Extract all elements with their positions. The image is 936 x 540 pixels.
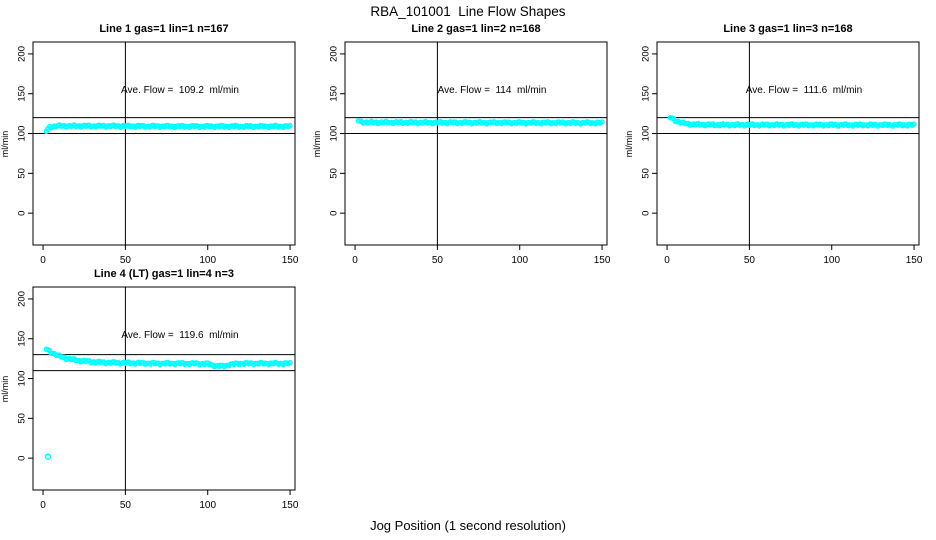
data-points — [355, 118, 605, 127]
x-axis-title: Jog Position (1 second resolution) — [370, 518, 566, 533]
avg-flow-annotation: Ave. Flow = 111.6 ml/min — [745, 85, 863, 96]
limit-lines — [345, 117, 607, 135]
x-axis-ticks: 0 50 100 150 — [40, 490, 299, 511]
y-axis-ticks: 0 50 100 150 200 — [17, 46, 33, 216]
subplot-title: Line 1 gas=1 lin=1 n=167 — [99, 23, 229, 35]
subplot-line-2: Line 2 gas=1 lin=2 n=168 ml/min Ave. Flo… — [312, 20, 624, 266]
x-tick-label: 150 — [282, 500, 299, 511]
y-tick-label: 200 — [17, 291, 28, 307]
plot-area: 0 50 100 150 200 0 50 100 150 — [17, 41, 299, 266]
y-tick-label: 150 — [641, 86, 652, 102]
x-tick-label: 50 — [120, 255, 132, 266]
x-tick-label: 50 — [744, 255, 756, 266]
y-tick-label: 0 — [17, 456, 28, 461]
avg-flow-annotation: Ave. Flow = 114 ml/min — [437, 85, 547, 96]
plot-frame — [32, 286, 296, 491]
y-tick-label: 100 — [641, 126, 652, 142]
data-points — [43, 122, 293, 135]
y-axis-ticks: 0 50 100 150 200 — [17, 291, 33, 461]
x-tick-label: 100 — [823, 255, 840, 266]
x-tick-label: 50 — [120, 500, 132, 511]
x-axis-ticks: 0 50 100 150 — [664, 245, 923, 266]
y-tick-label: 100 — [17, 371, 28, 387]
plot-area: 0 50 100 150 200 0 50 100 150 — [17, 286, 299, 511]
x-tick-label: 150 — [906, 255, 923, 266]
y-tick-label: 50 — [641, 168, 652, 179]
avg-flow-annotation: Ave. Flow = 109.2 ml/min — [121, 85, 239, 96]
plot-area: 0 50 100 150 200 0 50 100 150 — [641, 41, 923, 266]
limit-lines — [657, 117, 919, 135]
plot-area: 0 50 100 150 200 0 50 100 150 — [329, 41, 611, 266]
x-axis-ticks: 0 50 100 150 — [40, 245, 299, 266]
x-tick-label: 50 — [432, 255, 444, 266]
x-tick-label: 100 — [199, 255, 216, 266]
y-axis-ticks: 0 50 100 150 200 — [641, 46, 657, 216]
plot-frame — [32, 41, 296, 246]
outlier-point — [44, 453, 52, 460]
subplot-line-4: Line 4 (LT) gas=1 lin=4 n=3 ml/min Ave. … — [0, 265, 312, 511]
avg-flow-annotation: Ave. Flow = 119.6 ml/min — [121, 330, 239, 341]
y-tick-label: 50 — [17, 168, 28, 179]
x-tick-label: 150 — [594, 255, 611, 266]
subplot-title: Line 2 gas=1 lin=2 n=168 — [411, 23, 541, 35]
subplot-line-1: Line 1 gas=1 lin=1 n=167 ml/min Ave. Flo… — [0, 20, 312, 266]
y-axis-ticks: 0 50 100 150 200 — [329, 46, 345, 216]
data-points — [43, 346, 293, 460]
y-tick-label: 150 — [17, 86, 28, 102]
y-tick-label: 150 — [329, 86, 340, 102]
subplot-title: Line 3 gas=1 lin=3 n=168 — [723, 23, 853, 35]
plot-frame — [344, 41, 608, 246]
page-title: RBA_101001 Line Flow Shapes — [370, 4, 566, 19]
y-tick-label: 150 — [17, 331, 28, 347]
y-tick-label: 50 — [17, 413, 28, 424]
x-tick-label: 0 — [664, 255, 670, 266]
x-tick-label: 0 — [40, 500, 46, 511]
x-axis-ticks: 0 50 100 150 — [352, 245, 611, 266]
x-tick-label: 150 — [282, 255, 299, 266]
data-points — [667, 115, 917, 129]
subplot-title: Line 4 (LT) gas=1 lin=4 n=3 — [93, 268, 235, 280]
x-tick-label: 100 — [199, 500, 216, 511]
y-tick-label: 0 — [329, 211, 340, 216]
y-tick-label: 0 — [17, 211, 28, 216]
y-tick-label: 200 — [641, 46, 652, 62]
x-tick-label: 0 — [40, 255, 46, 266]
y-tick-label: 200 — [17, 46, 28, 62]
y-tick-label: 100 — [17, 126, 28, 142]
limit-lines — [33, 354, 295, 372]
limit-lines — [33, 117, 295, 135]
y-tick-label: 0 — [641, 211, 652, 216]
x-tick-label: 0 — [352, 255, 358, 266]
x-tick-label: 100 — [511, 255, 528, 266]
y-tick-label: 200 — [329, 46, 340, 62]
plot-frame — [656, 41, 920, 246]
subplot-line-3: Line 3 gas=1 lin=3 n=168 ml/min Ave. Flo… — [624, 20, 936, 266]
y-tick-label: 50 — [329, 168, 340, 179]
y-tick-label: 100 — [329, 126, 340, 142]
